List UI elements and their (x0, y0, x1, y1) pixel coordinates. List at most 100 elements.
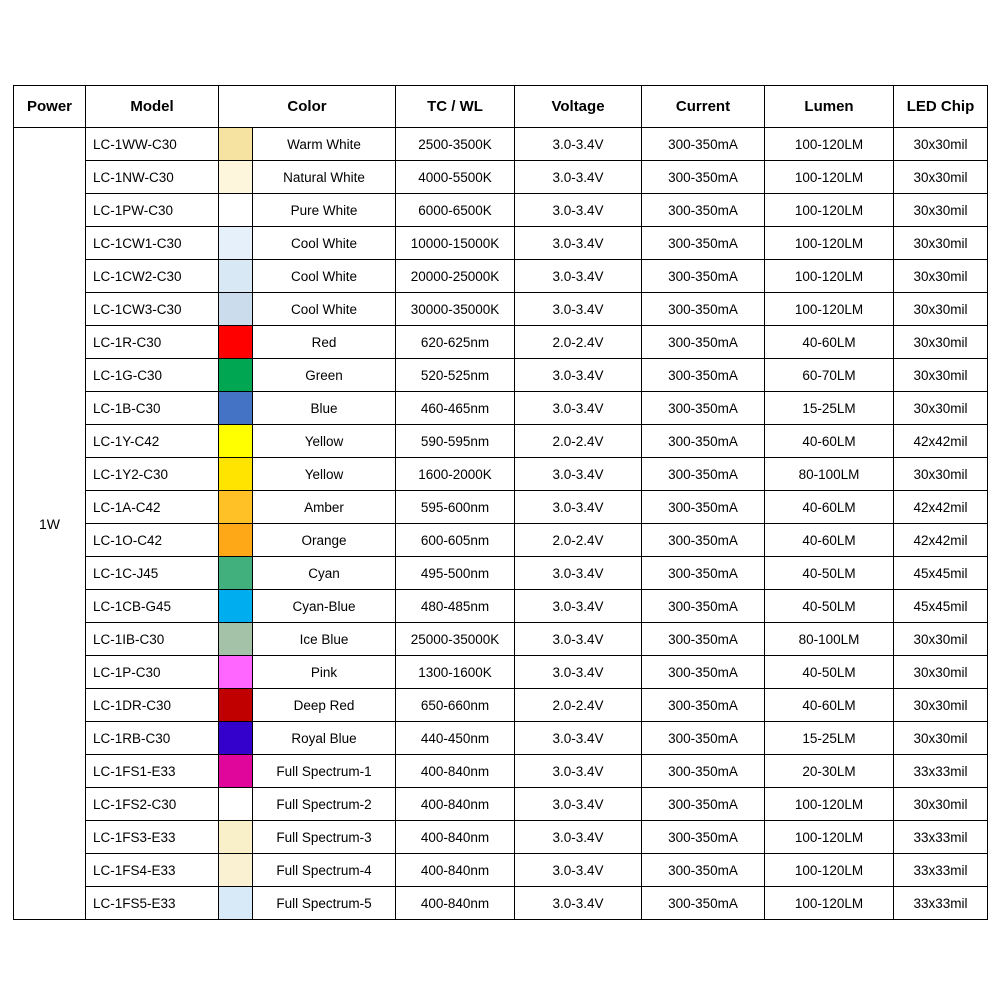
tc-wl-cell: 400-840nm (395, 754, 516, 788)
tc-wl-cell: 400-840nm (395, 820, 516, 854)
table-row: LC-1DR-C30 Deep Red 650-660nm 2.0-2.4V 300-3… (14, 688, 989, 722)
voltage-cell: 3.0-3.4V (514, 358, 643, 392)
model-cell: LC-1Y2-C30 (85, 457, 219, 491)
color-swatch (218, 160, 253, 194)
color-swatch (218, 523, 253, 557)
color-swatch (218, 325, 253, 359)
header-tc-wl: TC / WL (395, 85, 516, 128)
current-cell: 300-350mA (641, 655, 766, 689)
lumen-cell: 100-120LM (764, 820, 895, 854)
table-row: LC-1R-C30 Red 620-625nm 2.0-2.4V 300-350mA 40… (14, 325, 989, 359)
led-chip-cell: 30x30mil (893, 193, 989, 227)
led-chip-cell: 45x45mil (893, 589, 989, 623)
led-chip-cell: 42x42mil (893, 523, 989, 557)
tc-wl-cell: 400-840nm (395, 853, 516, 887)
led-chip-cell: 42x42mil (893, 490, 989, 524)
lumen-cell: 100-120LM (764, 193, 895, 227)
model-cell: LC-1CW3-C30 (85, 292, 219, 326)
color-swatch (218, 787, 253, 821)
led-chip-cell: 30x30mil (893, 325, 989, 359)
color-name-cell: Blue (251, 391, 397, 425)
color-swatch (218, 622, 253, 656)
current-cell: 300-350mA (641, 325, 766, 359)
table-row: LC-1CW2-C30 Cool White 20000-25000K 3.0-3.4… (14, 259, 989, 293)
header-current: Current (641, 85, 766, 128)
voltage-cell: 2.0-2.4V (514, 688, 643, 722)
current-cell: 300-350mA (641, 853, 766, 887)
lumen-cell: 40-60LM (764, 325, 895, 359)
lumen-cell: 20-30LM (764, 754, 895, 788)
led-chip-cell: 30x30mil (893, 160, 989, 194)
tc-wl-cell: 6000-6500K (395, 193, 516, 227)
current-cell: 300-350mA (641, 259, 766, 293)
led-chip-cell: 30x30mil (893, 292, 989, 326)
model-cell: LC-1RB-C30 (85, 721, 219, 755)
header-row: Power Model Color TC / WL Voltage Curren… (13, 85, 989, 128)
current-cell: 300-350mA (641, 292, 766, 326)
led-chip-cell: 33x33mil (893, 820, 989, 854)
color-swatch (218, 589, 253, 623)
led-chip-cell: 30x30mil (893, 457, 989, 491)
led-chip-cell: 30x30mil (893, 391, 989, 425)
led-chip-cell: 42x42mil (893, 424, 989, 458)
model-cell: LC-1FS4-E33 (85, 853, 219, 887)
voltage-cell: 3.0-3.4V (514, 886, 643, 920)
led-chip-cell: 30x30mil (893, 127, 989, 161)
color-swatch (218, 292, 253, 326)
lumen-cell: 40-60LM (764, 424, 895, 458)
color-swatch (218, 226, 253, 260)
table-row: LC-1CW3-C30 Cool White 30000-35000K 3.0-3.4… (14, 292, 989, 326)
voltage-cell: 3.0-3.4V (514, 853, 643, 887)
current-cell: 300-350mA (641, 523, 766, 557)
lumen-cell: 100-120LM (764, 160, 895, 194)
current-cell: 300-350mA (641, 556, 766, 590)
tc-wl-cell: 10000-15000K (395, 226, 516, 260)
color-swatch (218, 259, 253, 293)
model-cell: LC-1A-C42 (85, 490, 219, 524)
voltage-cell: 3.0-3.4V (514, 457, 643, 491)
voltage-cell: 3.0-3.4V (514, 589, 643, 623)
voltage-cell: 3.0-3.4V (514, 622, 643, 656)
model-cell: LC-1FS5-E33 (85, 886, 219, 920)
table-row: LC-1A-C42 Amber 595-600nm 3.0-3.4V 300-350mA… (14, 490, 989, 524)
model-cell: LC-1PW-C30 (85, 193, 219, 227)
lumen-cell: 40-50LM (764, 655, 895, 689)
table-row: LC-1G-C30 Green 520-525nm 3.0-3.4V 300-350mA… (14, 358, 989, 392)
led-chip-cell: 30x30mil (893, 721, 989, 755)
tc-wl-cell: 520-525nm (395, 358, 516, 392)
color-swatch (218, 490, 253, 524)
tc-wl-cell: 2500-3500K (395, 127, 516, 161)
color-name-cell: Full Spectrum-5 (251, 886, 397, 920)
current-cell: 300-350mA (641, 127, 766, 161)
color-swatch (218, 391, 253, 425)
lumen-cell: 40-60LM (764, 523, 895, 557)
table-row: 1W LC-1WW-C30 Warm White 2500-3500K 3.0-3.4V… (13, 127, 989, 920)
table-row: LC-1C-J45 Cyan 495-500nm 3.0-3.4V 300-350mA 4… (14, 556, 989, 590)
current-cell: 300-350mA (641, 688, 766, 722)
lumen-cell: 80-100LM (764, 622, 895, 656)
current-cell: 300-350mA (641, 226, 766, 260)
lumen-cell: 15-25LM (764, 391, 895, 425)
model-cell: LC-1FS3-E33 (85, 820, 219, 854)
color-swatch (218, 556, 253, 590)
current-cell: 300-350mA (641, 721, 766, 755)
voltage-cell: 3.0-3.4V (514, 391, 643, 425)
color-swatch (218, 424, 253, 458)
table-body: 1W LC-1WW-C30 Warm White 2500-3500K 3.0-3.4V… (13, 127, 989, 920)
tc-wl-cell: 590-595nm (395, 424, 516, 458)
color-name-cell: Full Spectrum-1 (251, 754, 397, 788)
led-chip-cell: 30x30mil (893, 688, 989, 722)
header-lumen: Lumen (764, 85, 895, 128)
color-name-cell: Cool White (251, 259, 397, 293)
lumen-cell: 40-50LM (764, 556, 895, 590)
color-name-cell: Full Spectrum-3 (251, 820, 397, 854)
model-cell: LC-1FS2-C30 (85, 787, 219, 821)
tc-wl-cell: 4000-5500K (395, 160, 516, 194)
color-name-cell: Full Spectrum-4 (251, 853, 397, 887)
header-led-chip: LED Chip (893, 85, 989, 128)
color-name-cell: Yellow (251, 424, 397, 458)
current-cell: 300-350mA (641, 391, 766, 425)
led-chip-cell: 30x30mil (893, 226, 989, 260)
model-cell: LC-1DR-C30 (85, 688, 219, 722)
current-cell: 300-350mA (641, 457, 766, 491)
